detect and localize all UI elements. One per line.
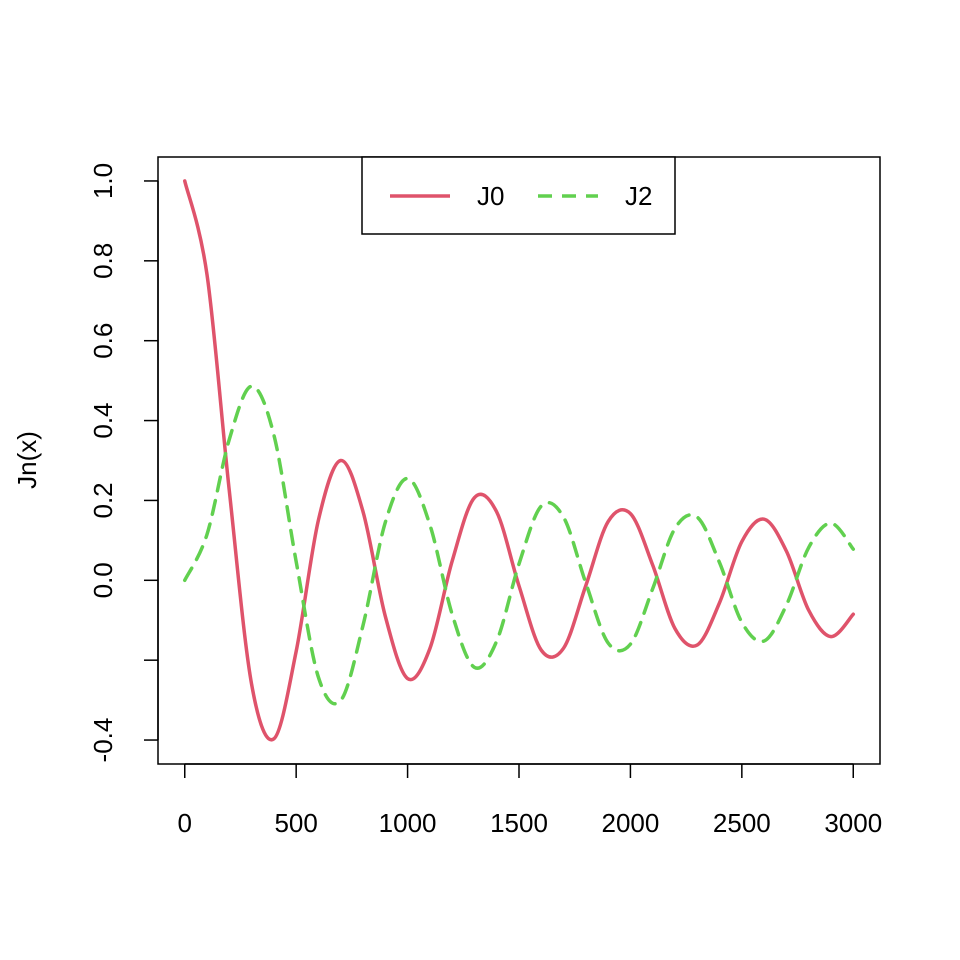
x-tick-label: 2000 — [601, 808, 659, 838]
x-tick-label: 500 — [274, 808, 317, 838]
y-tick-label: 0.0 — [88, 562, 118, 598]
y-tick-label: -0.4 — [88, 718, 118, 763]
y-tick-label: 0.8 — [88, 243, 118, 279]
x-tick-label: 0 — [178, 808, 192, 838]
legend-label-j0: J0 — [477, 181, 504, 211]
y-tick-label: 0.4 — [88, 402, 118, 438]
y-tick-label: 0.2 — [88, 482, 118, 518]
series-layer — [182, 179, 856, 742]
y-axis-label: Jn(x) — [12, 431, 42, 489]
axis-layer: 0 500 1000 1500 2000 2500 3000 -0.4 0.0 0.2 0.4 0.6… — [88, 163, 882, 838]
x-tick-label: 3000 — [824, 808, 882, 838]
series-line-j0 — [182, 179, 856, 742]
series-line-j2 — [182, 384, 856, 706]
y-tick-label: 0.6 — [88, 323, 118, 359]
x-tick-label: 2500 — [713, 808, 771, 838]
x-tick-label: 1500 — [490, 808, 548, 838]
y-tick-label: 1.0 — [88, 163, 118, 199]
legend-label-j2: J2 — [625, 181, 652, 211]
x-tick-label: 1000 — [379, 808, 437, 838]
legend: J0 J2 — [361, 156, 676, 235]
